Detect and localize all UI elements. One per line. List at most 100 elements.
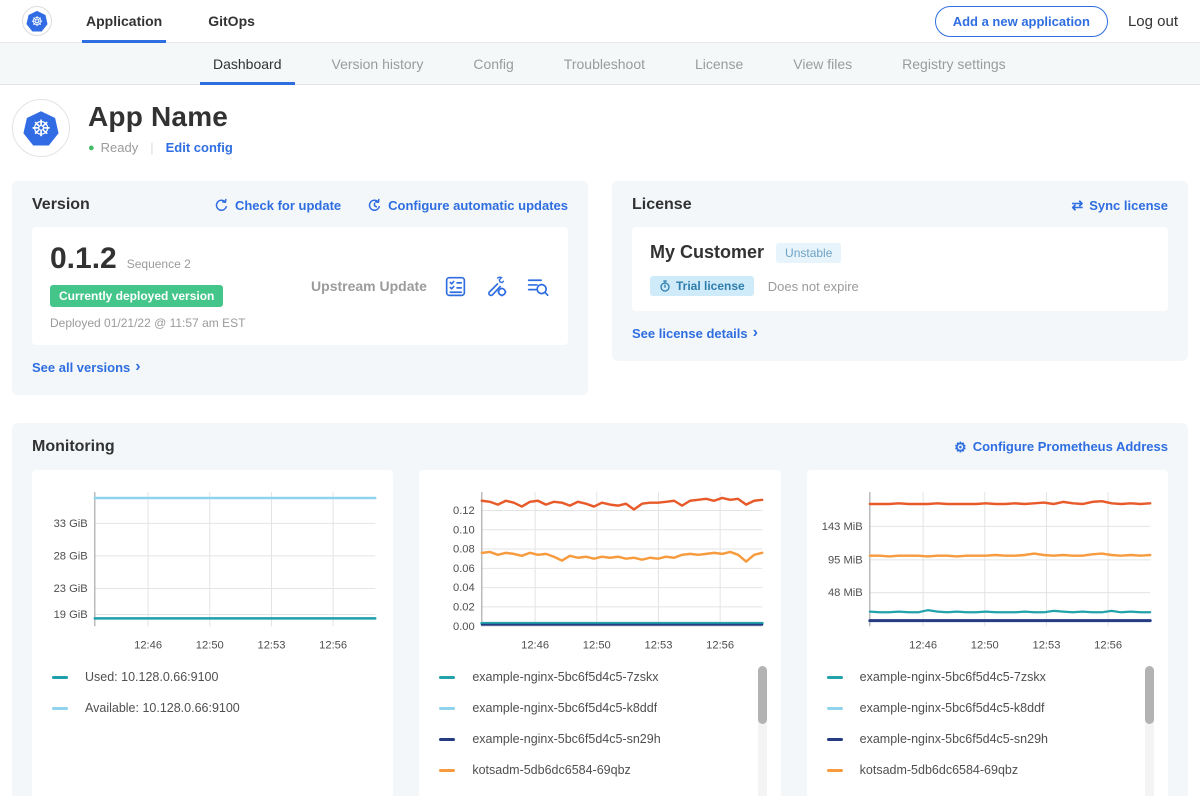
svg-text:0.06: 0.06 [453,562,475,574]
kubernetes-icon: ☸ [25,9,49,33]
tab-view-files[interactable]: View files [768,43,877,84]
tab-registry-settings[interactable]: Registry settings [877,43,1030,84]
view-diff-icon[interactable] [525,274,550,299]
brand-logo[interactable]: ☸ [22,0,52,42]
check-for-update-link[interactable]: Check for update [214,198,341,213]
version-card-title: Version [32,196,90,214]
svg-text:12:53: 12:53 [257,639,285,651]
memory-usage-chart-card: 48 MiB95 MiB143 MiB12:4612:5012:5312:56 … [807,470,1168,796]
legend-scrollbar-thumb[interactable] [1145,666,1154,724]
svg-text:33 GiB: 33 GiB [54,517,88,529]
deployed-timestamp: Deployed 01/21/22 @ 11:57 am EST [50,316,295,330]
svg-text:0.02: 0.02 [453,601,475,613]
edit-config-link[interactable]: Edit config [166,140,233,155]
svg-text:12:56: 12:56 [707,639,735,651]
top-nav: ☸ Application GitOps Add a new applicati… [0,0,1200,43]
app-tab-bar: DashboardVersion historyConfigTroublesho… [0,43,1200,85]
customer-name: My Customer [650,242,764,263]
svg-text:12:53: 12:53 [1032,639,1060,651]
status-badge: Ready [101,140,139,155]
license-card: License ⇄ Sync license My Customer Unsta… [612,181,1188,361]
legend-item: example-nginx-5bc6f5d4c5-7zskx [827,670,1132,684]
svg-text:12:56: 12:56 [319,639,347,651]
logout-link[interactable]: Log out [1128,13,1178,30]
preflight-checks-icon[interactable] [443,274,468,299]
topnav-item-gitops[interactable]: GitOps [204,0,259,42]
sync-license-link[interactable]: ⇄ Sync license [1071,198,1168,213]
topnav-item-application[interactable]: Application [82,0,166,42]
legend-scrollbar-thumb[interactable] [758,666,767,724]
config-wrench-icon[interactable] [484,274,509,299]
legend-color-dash-icon [439,738,455,741]
see-license-details-link[interactable]: See license details › [632,325,758,341]
legend-color-dash-icon [827,738,843,741]
svg-text:23 GiB: 23 GiB [54,583,88,595]
chart-legend: example-nginx-5bc6f5d4c5-7zskx example-ng… [439,670,770,794]
license-card-title: License [632,196,692,214]
status-dot-icon: ● [88,142,95,154]
legend-label: kotsadm-5db6dc6584-69qbz [472,763,630,777]
license-type-label: Trial license [676,279,745,293]
legend-item: example-nginx-5bc6f5d4c5-7zskx [439,670,744,684]
chart-legend: example-nginx-5bc6f5d4c5-7zskx example-ng… [827,670,1158,794]
configure-automatic-updates-link[interactable]: Configure automatic updates [367,198,568,213]
legend-item: example-nginx-5bc6f5d4c5-k8ddf [827,701,1132,715]
legend-color-dash-icon [439,676,455,679]
svg-text:28 GiB: 28 GiB [54,550,88,562]
svg-text:95 MiB: 95 MiB [828,554,863,566]
svg-text:48 MiB: 48 MiB [828,587,863,599]
legend-item: kotsadm-5db6dc6584-69qbz [827,763,1132,777]
legend-color-dash-icon [827,707,843,710]
license-expiry-text: Does not expire [768,279,859,294]
svg-text:12:46: 12:46 [134,639,162,651]
legend-scrollbar[interactable] [1145,666,1154,796]
sync-license-label: Sync license [1089,198,1168,213]
divider: | [150,140,153,155]
monitoring-title: Monitoring [32,438,115,456]
stopwatch-icon [659,280,671,292]
legend-item: example-nginx-5bc6f5d4c5-sn29h [439,732,744,746]
tab-license[interactable]: License [670,43,768,84]
legend-color-dash-icon [439,707,455,710]
legend-color-dash-icon [52,707,68,710]
tab-dashboard[interactable]: Dashboard [188,43,307,84]
tab-version-history[interactable]: Version history [307,43,449,84]
cpu-usage-plot: 0.00 0.02 0.04 0.06 0.08 0.10 0.12 12:46 12:50 12… [429,484,770,657]
svg-text:12:46: 12:46 [909,639,937,651]
svg-text:12:50: 12:50 [583,639,611,651]
see-all-versions-link[interactable]: See all versions › [32,359,141,375]
svg-text:0.10: 0.10 [453,524,475,536]
tab-troubleshoot[interactable]: Troubleshoot [539,43,670,84]
svg-text:0.12: 0.12 [453,505,475,517]
add-application-button[interactable]: Add a new application [935,6,1108,37]
legend-label: Available: 10.128.0.66:9100 [85,701,240,715]
disk-usage-plot: 19 GiB23 GiB28 GiB33 GiB12:4612:5012:531… [42,484,383,657]
version-card: Version Check for update Configure au [12,181,588,395]
legend-label: Used: 10.128.0.66:9100 [85,670,218,684]
chart-legend: Used: 10.128.0.66:9100 Available: 10.128.… [52,670,383,732]
monitoring-section: Monitoring ⚙ Configure Prometheus Addres… [12,423,1188,796]
legend-scrollbar[interactable] [758,666,767,796]
legend-item: example-nginx-5bc6f5d4c5-k8ddf [439,701,744,715]
page-title: App Name [88,101,233,133]
svg-text:0.08: 0.08 [453,543,475,555]
legend-color-dash-icon [439,769,455,772]
legend-label: kotsadm-5db6dc6584-69qbz [860,763,1018,777]
svg-text:0.04: 0.04 [453,582,475,594]
svg-text:☸: ☸ [31,14,43,29]
svg-text:12:46: 12:46 [521,639,549,651]
refresh-icon [214,198,229,213]
svg-text:12:50: 12:50 [196,639,224,651]
charts-row: 19 GiB23 GiB28 GiB33 GiB12:4612:5012:531… [32,470,1168,796]
legend-label: example-nginx-5bc6f5d4c5-k8ddf [860,701,1045,715]
svg-text:0.00: 0.00 [453,620,475,632]
tab-config[interactable]: Config [448,43,538,84]
legend-item: example-nginx-5bc6f5d4c5-sn29h [827,732,1132,746]
legend-color-dash-icon [827,676,843,679]
legend-label: example-nginx-5bc6f5d4c5-7zskx [860,670,1046,684]
svg-text:☸: ☸ [31,116,51,141]
sequence-label: Sequence 2 [127,257,191,271]
channel-badge: Unstable [776,243,841,263]
see-all-versions-label: See all versions [32,360,130,375]
configure-prometheus-link[interactable]: ⚙ Configure Prometheus Address [954,439,1168,454]
